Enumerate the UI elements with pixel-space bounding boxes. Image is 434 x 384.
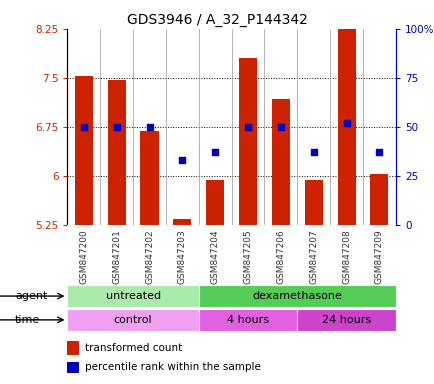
Bar (337, 19, 355, 225)
Point (244, 124, 251, 130)
Bar (67, 309, 198, 331)
Point (277, 124, 284, 130)
Point (342, 120, 349, 126)
Text: 24 hours: 24 hours (321, 315, 370, 325)
Bar (67, 362, 79, 373)
Text: GSM847203: GSM847203 (178, 229, 187, 284)
Point (375, 149, 382, 155)
Bar (75, 76, 93, 225)
Text: GSM847205: GSM847205 (243, 229, 252, 284)
Bar (67, 285, 198, 307)
Text: untreated: untreated (105, 291, 160, 301)
Text: control: control (114, 315, 152, 325)
Point (146, 124, 153, 130)
Bar (198, 309, 297, 331)
Bar (198, 285, 395, 307)
Text: percentile rank within the sample: percentile rank within the sample (85, 362, 261, 372)
Bar (238, 58, 256, 225)
Text: GSM847206: GSM847206 (276, 229, 285, 284)
Bar (304, 180, 322, 225)
Bar (67, 341, 79, 355)
Text: GSM847209: GSM847209 (374, 229, 383, 284)
Text: 4 hours: 4 hours (227, 315, 269, 325)
Bar (140, 131, 158, 225)
Bar (173, 219, 191, 225)
Point (113, 124, 120, 130)
Text: agent: agent (15, 291, 47, 301)
Bar (297, 309, 395, 331)
Text: time: time (15, 315, 40, 325)
Text: GSM847202: GSM847202 (145, 229, 154, 284)
Text: dexamethasone: dexamethasone (252, 291, 342, 301)
Point (309, 149, 316, 155)
Point (178, 157, 185, 163)
Bar (369, 174, 388, 225)
Point (80, 124, 87, 130)
Point (211, 149, 218, 155)
Text: GDS3946 / A_32_P144342: GDS3946 / A_32_P144342 (127, 13, 307, 27)
Bar (271, 99, 289, 225)
Text: GSM847207: GSM847207 (309, 229, 318, 284)
Text: transformed count: transformed count (85, 343, 182, 353)
Text: GSM847200: GSM847200 (79, 229, 88, 284)
Bar (206, 180, 224, 225)
Text: GSM847208: GSM847208 (341, 229, 350, 284)
Text: GSM847201: GSM847201 (112, 229, 121, 284)
Text: GSM847204: GSM847204 (210, 229, 219, 284)
Bar (107, 80, 125, 225)
